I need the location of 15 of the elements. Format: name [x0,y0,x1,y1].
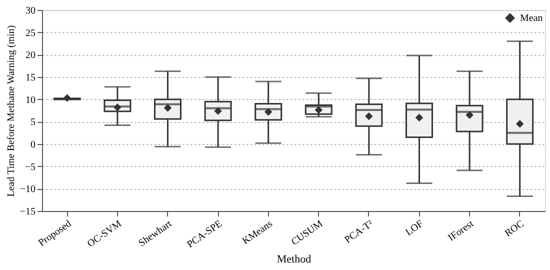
y-axis-title: Lead Time Before Methane Warning (min) [6,25,17,197]
y-tick-label: 5 [30,117,36,128]
y-tick-label: 10 [26,94,36,106]
y-tick-label: −15 [20,206,36,218]
x-tick-label: ROC [503,218,526,240]
y-tick-label: 20 [26,50,36,62]
y-tick-label: −5 [24,162,36,173]
y-tick-label: 25 [26,28,36,39]
x-tick-label: LOF [404,218,426,238]
y-tick-label: −10 [20,184,36,196]
legend-label: Mean [520,13,543,24]
y-tick-label: 0 [30,140,36,150]
y-tick-label: 30 [26,6,36,16]
x-axis-title: Method [276,254,312,266]
y-tick-label: 15 [26,72,36,84]
